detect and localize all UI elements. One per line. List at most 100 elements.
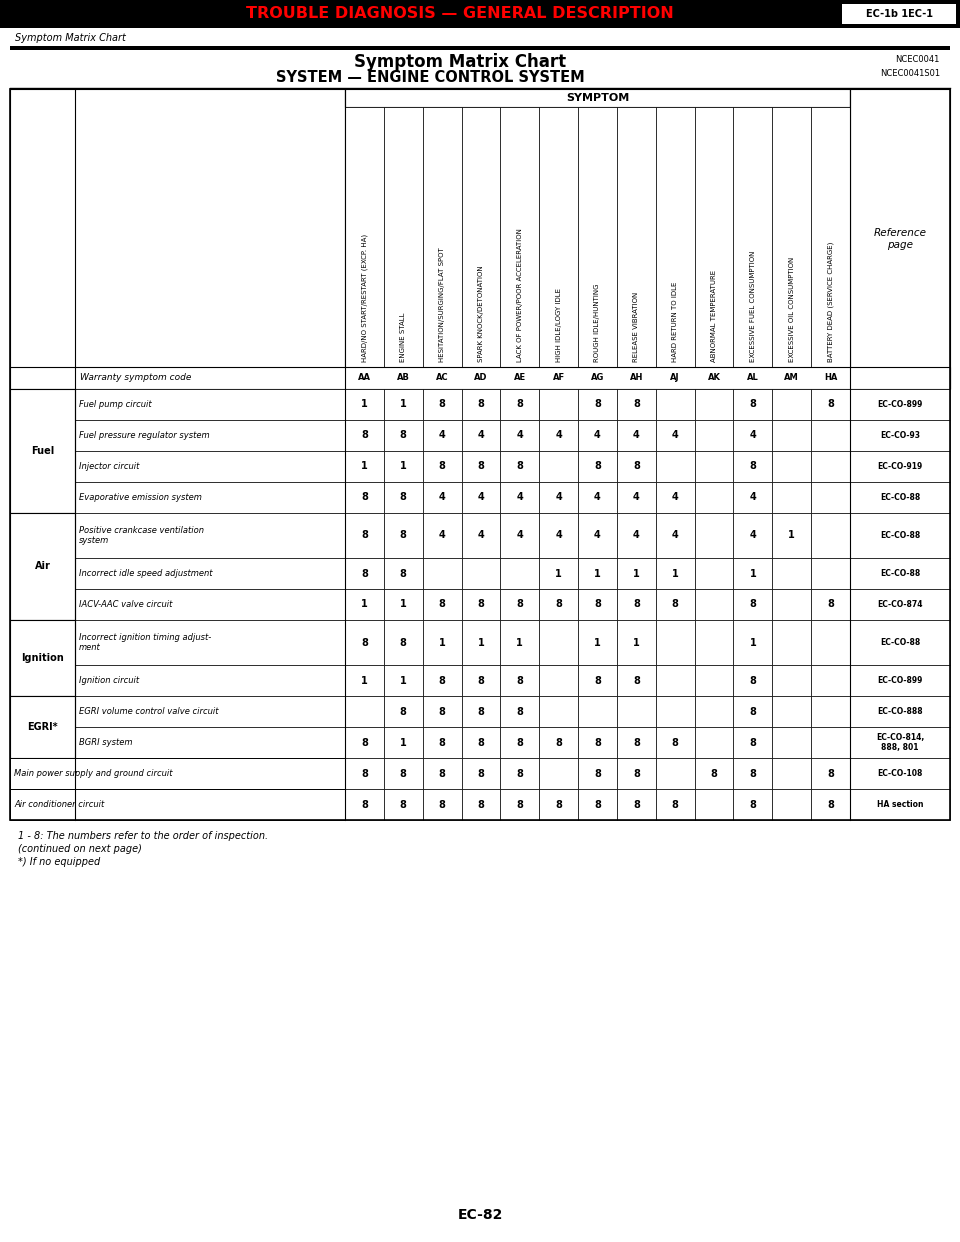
Bar <box>384 420 422 451</box>
Text: EGRI*: EGRI* <box>27 722 58 732</box>
Bar <box>695 389 733 420</box>
Bar <box>617 789 656 820</box>
Text: 8: 8 <box>361 800 368 810</box>
Bar <box>733 620 772 666</box>
Bar <box>656 620 695 666</box>
Bar <box>656 666 695 697</box>
Bar <box>345 666 384 697</box>
Text: HA: HA <box>824 374 837 383</box>
Text: 8: 8 <box>477 400 485 410</box>
Text: 8: 8 <box>672 600 679 610</box>
Text: 8: 8 <box>672 738 679 748</box>
Text: 8: 8 <box>516 800 523 810</box>
Bar <box>0 0 960 29</box>
Bar <box>345 389 384 420</box>
Text: 4: 4 <box>516 492 523 502</box>
Bar <box>345 451 384 482</box>
Bar <box>540 758 578 789</box>
Bar <box>656 697 695 727</box>
Bar <box>617 451 656 482</box>
Bar <box>850 697 950 727</box>
Bar <box>462 558 500 589</box>
Bar <box>578 666 617 697</box>
Bar <box>772 620 811 666</box>
Bar <box>772 789 811 820</box>
Bar <box>500 482 540 513</box>
Text: 8: 8 <box>477 769 485 779</box>
Text: 1 - 8: The numbers refer to the order of inspection.: 1 - 8: The numbers refer to the order of… <box>18 831 268 841</box>
Bar <box>462 620 500 666</box>
Text: 1: 1 <box>400 738 407 748</box>
Text: (continued on next page): (continued on next page) <box>18 845 142 854</box>
Text: 1: 1 <box>361 461 368 472</box>
Text: 1: 1 <box>439 637 445 647</box>
Text: 8: 8 <box>399 530 407 540</box>
Bar <box>345 513 384 558</box>
Text: 8: 8 <box>633 400 639 410</box>
Text: HA section: HA section <box>876 800 924 809</box>
Text: HIGH IDLE/LOGY IDLE: HIGH IDLE/LOGY IDLE <box>556 288 562 361</box>
Text: NCEC0041: NCEC0041 <box>896 56 940 65</box>
Bar <box>850 482 950 513</box>
Bar <box>500 451 540 482</box>
Bar <box>850 758 950 789</box>
Text: BGRI system: BGRI system <box>79 738 132 748</box>
Bar <box>733 513 772 558</box>
Bar <box>617 758 656 789</box>
Bar <box>695 789 733 820</box>
Text: *) If no equipped: *) If no equipped <box>18 857 100 867</box>
Bar <box>772 107 811 366</box>
Bar <box>811 727 850 758</box>
Bar <box>617 420 656 451</box>
Bar <box>422 620 462 666</box>
Text: 8: 8 <box>750 738 756 748</box>
Bar <box>10 89 345 389</box>
Bar <box>462 513 500 558</box>
Text: 8: 8 <box>750 400 756 410</box>
Bar <box>422 513 462 558</box>
Text: 1: 1 <box>555 569 562 579</box>
Bar <box>656 420 695 451</box>
Bar <box>850 589 950 620</box>
Text: 1: 1 <box>633 637 639 647</box>
Text: AL: AL <box>747 374 758 383</box>
Bar <box>850 513 950 558</box>
Text: 8: 8 <box>439 400 445 410</box>
Bar <box>540 389 578 420</box>
Bar <box>695 107 733 366</box>
Text: Air conditioner circuit: Air conditioner circuit <box>14 800 105 809</box>
Bar <box>422 589 462 620</box>
Text: 8: 8 <box>477 800 485 810</box>
Bar <box>733 589 772 620</box>
Bar <box>540 420 578 451</box>
Bar <box>617 389 656 420</box>
Bar <box>656 589 695 620</box>
Text: 4: 4 <box>439 530 445 540</box>
Bar <box>384 727 422 758</box>
Bar <box>384 589 422 620</box>
Text: 8: 8 <box>594 400 601 410</box>
Bar <box>384 620 422 666</box>
Text: AH: AH <box>630 374 643 383</box>
Text: 1: 1 <box>672 569 679 579</box>
Bar <box>772 666 811 697</box>
Bar <box>811 620 850 666</box>
Text: 8: 8 <box>477 738 485 748</box>
Bar <box>842 4 956 24</box>
Bar <box>422 389 462 420</box>
Bar <box>500 758 540 789</box>
Text: Air: Air <box>35 561 51 571</box>
Bar <box>462 107 500 366</box>
Text: AG: AG <box>590 374 604 383</box>
Text: 8: 8 <box>439 707 445 717</box>
Bar <box>578 107 617 366</box>
Text: 4: 4 <box>555 492 562 502</box>
Text: Fuel: Fuel <box>31 446 54 456</box>
Text: Incorrect idle speed adjustment: Incorrect idle speed adjustment <box>79 569 212 578</box>
Text: 8: 8 <box>594 738 601 748</box>
Bar <box>772 482 811 513</box>
Bar <box>695 697 733 727</box>
Bar <box>345 558 384 589</box>
Text: 8: 8 <box>439 600 445 610</box>
Bar <box>617 482 656 513</box>
